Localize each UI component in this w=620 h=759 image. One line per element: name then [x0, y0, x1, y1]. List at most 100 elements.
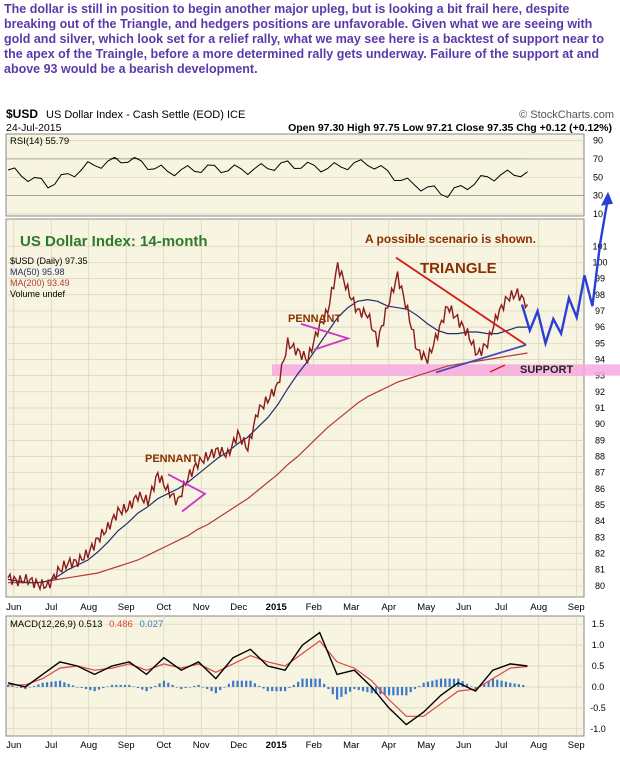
macd-x-tick-label: Oct: [156, 740, 171, 751]
price-x-tick-label: May: [417, 602, 435, 613]
quote-line: Open 97.30 High 97.75 Low 97.21 Close 97…: [288, 122, 612, 134]
macd-line: [7, 631, 528, 726]
price-tick-label: 83: [595, 532, 605, 542]
support-label: SUPPORT: [520, 364, 573, 376]
macd-histogram-bar: [128, 684, 131, 687]
macd-histogram-bar: [348, 686, 352, 692]
price-tick-label: 85: [595, 500, 605, 510]
macd-histogram-bar: [331, 686, 334, 695]
scenario-annotation: A possible scenario is shown.: [365, 232, 536, 246]
macd-histogram-bar: [71, 685, 75, 687]
macd-histogram-bar: [400, 686, 404, 696]
macd-histogram-bar: [67, 683, 70, 687]
macd-histogram-bar: [80, 686, 83, 689]
macd-histogram-bar: [327, 686, 330, 690]
macd-histogram-bar: [115, 684, 118, 687]
macd-histogram-bar: [292, 684, 295, 687]
macd-histogram-bar: [32, 685, 36, 687]
macd-histogram-bar: [37, 684, 40, 687]
support-pointer-line: [489, 364, 506, 373]
macd-histogram-bar: [11, 685, 14, 687]
macd-histogram-bar: [167, 682, 170, 687]
macd-histogram-bar: [219, 686, 222, 691]
macd-histogram-bar: [180, 686, 183, 690]
macd-x-tick-label: Aug: [80, 740, 97, 751]
macd-histogram-bar: [245, 680, 248, 687]
macd-histogram-bar: [496, 679, 499, 687]
price-tick-label: 91: [595, 403, 605, 413]
macd-histogram-bar: [149, 686, 153, 689]
macd-histogram-bar: [7, 684, 10, 687]
price-x-tick-label: Dec: [230, 602, 247, 613]
macd-histogram-bar: [210, 686, 213, 692]
macd-histogram-bar: [409, 686, 412, 693]
macd-histogram-bar: [357, 686, 360, 691]
macd-x-tick-label: Mar: [343, 740, 359, 751]
macd-histogram-bar: [54, 681, 57, 687]
macd-x-tick-label: Nov: [193, 740, 210, 751]
price-tick-label: 98: [595, 290, 605, 300]
macd-histogram-bar: [288, 686, 291, 689]
legend-price: $USD (Daily) 97.35: [10, 256, 88, 266]
macd-tick-label: 0.0: [592, 682, 605, 692]
rsi-tick-label: 70: [593, 154, 603, 164]
macd-histogram-bar: [297, 681, 300, 687]
price-tick-label: 99: [595, 274, 605, 284]
macd-histogram-bar: [474, 686, 477, 690]
macd-histogram-bar: [487, 681, 490, 687]
macd-histogram-bar: [76, 686, 79, 688]
macd-histogram-bar: [396, 686, 399, 696]
macd-histogram-bar: [513, 683, 516, 687]
macd-histogram-bar: [102, 686, 105, 689]
macd-histogram-bar: [24, 686, 27, 690]
price-x-tick-label: Sep: [118, 602, 135, 613]
macd-histogram-bar: [50, 681, 53, 687]
macd-histogram-bar: [258, 685, 261, 687]
date-label: 24-Jul-2015: [6, 122, 62, 134]
macd-histogram-bar: [431, 680, 434, 687]
price-tick-label: 95: [595, 338, 605, 348]
macd-histogram-bar: [318, 678, 321, 687]
macd-histogram-bar: [279, 686, 282, 692]
macd-histogram-bar: [93, 686, 96, 692]
price-x-tick-label: Jul: [495, 602, 507, 613]
macd-histogram-bar: [232, 680, 235, 687]
price-x-labels: Jun Jul Aug Sep Oct Nov Dec 2015 Feb Mar Apr May Jun…: [6, 602, 585, 613]
rsi-line: [7, 156, 528, 199]
macd-x-tick-label: Feb: [306, 740, 322, 751]
price-x-tick-label: Jun: [6, 602, 21, 613]
price-tick-label: 88: [595, 452, 605, 462]
macd-x-tick-label: Jun: [6, 740, 21, 751]
macd-histogram-bar: [145, 686, 148, 692]
macd-histogram-bar: [266, 686, 269, 692]
price-x-tick-label: Apr: [381, 602, 396, 613]
ma200-line: [8, 352, 528, 584]
macd-histogram-bar: [271, 686, 274, 692]
commentary-text: The dollar is still in position to begin…: [4, 2, 604, 76]
triangle-label: TRIANGLE: [420, 260, 497, 277]
macd-histogram-bar: [119, 684, 122, 687]
legend-volume: Volume undef: [10, 289, 66, 299]
macd-histogram-bar: [301, 678, 304, 687]
macd-histogram-bar: [323, 683, 326, 687]
price-tick-label: 90: [595, 419, 605, 429]
macd-histogram-bar: [470, 686, 473, 688]
macd-histogram-bar: [461, 681, 464, 687]
macd-histogram-bar: [162, 680, 166, 687]
macd-histogram-bar: [136, 686, 140, 689]
rsi-overbought-fill: [8, 157, 528, 159]
macd-histogram-bar: [465, 683, 469, 687]
macd-histogram-bar: [305, 678, 308, 687]
macd-histogram-bar: [184, 686, 187, 689]
pennant-label-1: PENNANT: [145, 453, 198, 465]
macd-histogram-bar: [132, 686, 135, 688]
macd-histogram-bar: [500, 680, 503, 687]
legend-ma50: MA(50) 95.98: [10, 267, 65, 277]
macd-legend-main: MACD(12,26,9) 0.513: [10, 619, 102, 630]
legend-ma200: MA(200) 93.49: [10, 278, 70, 288]
pattern-shapes: [167, 256, 527, 513]
rsi-tick-label: 30: [593, 191, 603, 201]
macd-tick-label: 1.5: [592, 619, 605, 629]
macd-histogram-bar: [374, 686, 378, 694]
